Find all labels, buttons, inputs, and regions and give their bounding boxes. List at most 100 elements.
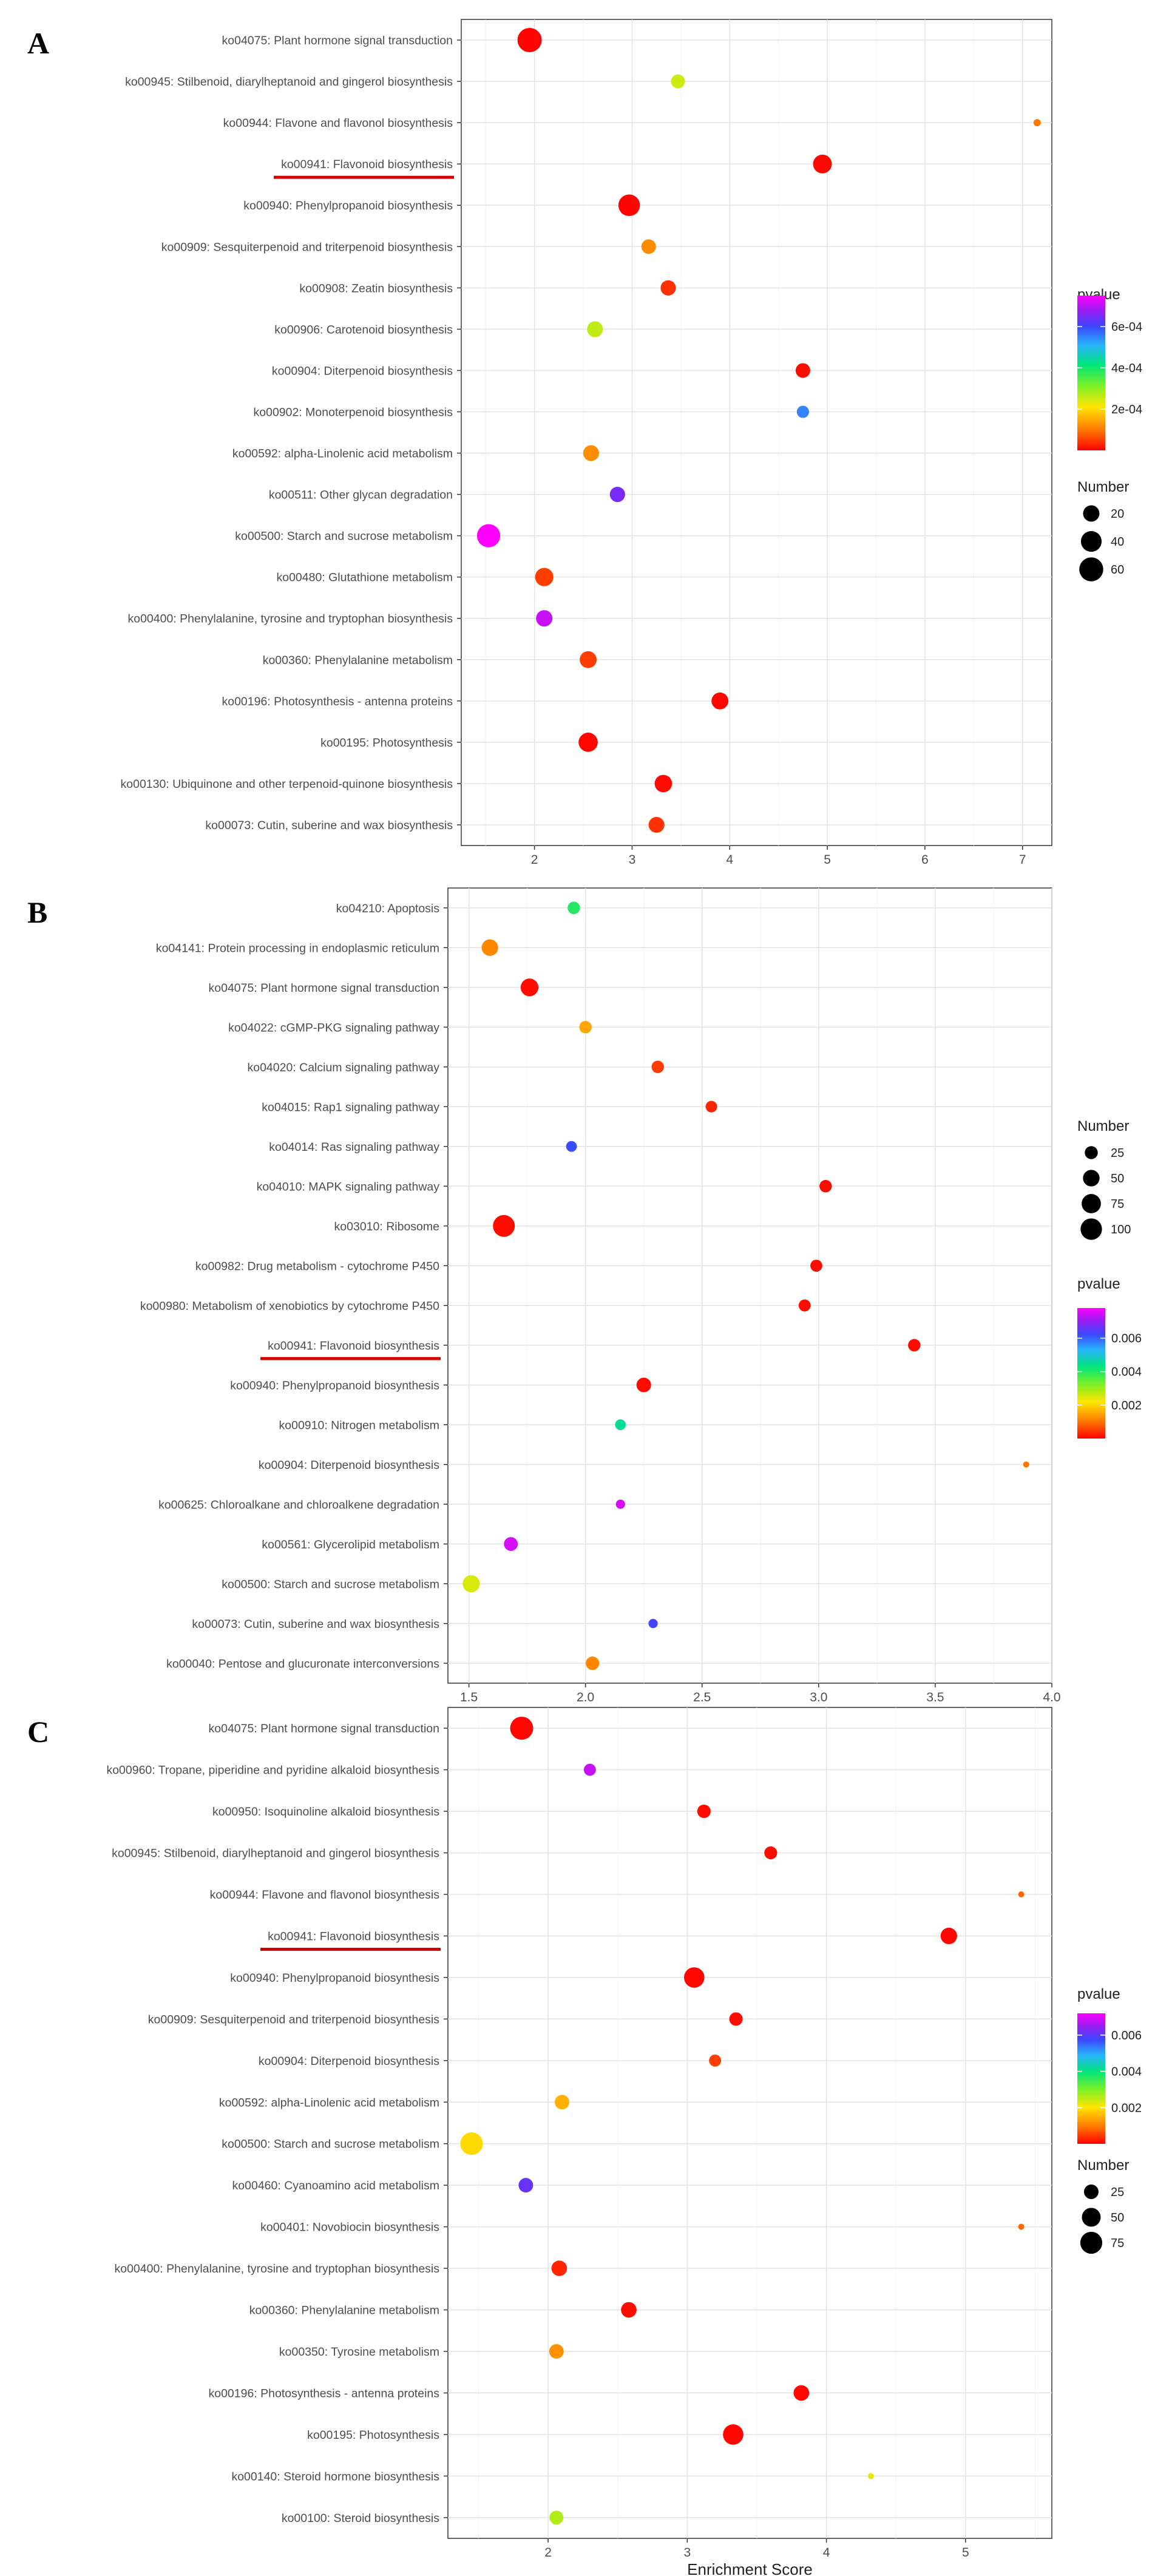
category-label: ko00401: Novobiocin biosynthesis <box>260 2221 439 2234</box>
size-legend-label: 50 <box>1111 2211 1124 2225</box>
data-point <box>940 1927 957 1945</box>
x-tick-label: 3.0 <box>810 1690 827 1704</box>
panel-b: B 1.5 2.0 2.5 3.0 3.5 4.0 ko04210: Apoptosis ko0… <box>27 887 1142 1704</box>
category-label: ko00910: Nitrogen metabolism <box>279 1418 439 1432</box>
category-label: ko04014: Ras signaling pathway <box>269 1141 439 1154</box>
data-point <box>536 610 553 627</box>
x-tick-label: 3 <box>683 2546 691 2560</box>
category-label: ko00100: Steroid biosynthesis <box>282 2512 439 2525</box>
x-tick-label: 2 <box>531 853 538 867</box>
category-label: ko00941: Flavonoid biosynthesis <box>281 158 453 171</box>
panel-letter: A <box>27 26 49 60</box>
size-legend-dot <box>1080 2231 1103 2254</box>
data-point <box>810 1259 822 1272</box>
size-legend-dot <box>1080 530 1102 552</box>
data-point <box>793 2385 810 2401</box>
panel-letter: B <box>27 895 47 929</box>
category-label: ko00944: Flavone and flavonol biosynthes… <box>210 1888 440 1902</box>
category-label: ko00196: Photosynthesis - antenna protei… <box>208 2387 439 2400</box>
category-label: ko00360: Phenylalanine metabolism <box>249 2304 439 2317</box>
data-point <box>609 487 625 503</box>
data-point <box>819 1180 832 1193</box>
data-point <box>615 1499 625 1509</box>
size-legend-dot <box>1085 1146 1098 1159</box>
panel-letter: C <box>27 1715 49 1749</box>
category-label: ko00982: Drug metabolism - cytochrome P4… <box>195 1259 439 1273</box>
category-label: ko00980: Metabolism of xenobiotics by cy… <box>140 1300 439 1313</box>
pvalue-legend-title: pvalue <box>1077 1986 1120 2002</box>
data-point <box>723 2424 744 2445</box>
pvalue-colorbar <box>1077 296 1105 450</box>
data-point <box>697 1805 711 1818</box>
data-point <box>1023 1461 1029 1468</box>
data-point <box>908 1339 921 1352</box>
data-point <box>651 1060 664 1073</box>
x-tick-label: 2.5 <box>693 1690 711 1704</box>
colorbar-tick-label: 0.002 <box>1111 2101 1142 2115</box>
size-legend-label: 25 <box>1111 1147 1124 1160</box>
size-legend-dot <box>1082 2208 1101 2227</box>
size-legend-label: 100 <box>1111 1223 1131 1236</box>
x-tick-label: 2.0 <box>577 1690 594 1704</box>
category-label: ko00196: Photosynthesis - antenna protei… <box>222 695 453 708</box>
data-point <box>660 280 676 296</box>
data-point <box>518 2178 533 2193</box>
category-label: ko00561: Glycerolipid metabolism <box>262 1538 439 1551</box>
category-label: ko00909: Sesquiterpenoid and triterpenoi… <box>148 2013 439 2026</box>
number-legend-title: Number <box>1077 479 1129 495</box>
data-point <box>795 363 810 378</box>
size-legend-label: 40 <box>1111 535 1124 549</box>
category-label: ko04141: Protein processing in endoplasm… <box>156 941 439 955</box>
data-point <box>583 1763 596 1776</box>
size-legend-label: 75 <box>1111 2237 1124 2250</box>
category-label: ko04075: Plant hormone signal transducti… <box>222 34 453 47</box>
category-label: ko00592: alpha-Linolenic acid metabolism <box>219 2096 439 2109</box>
category-label: ko00908: Zeatin biosynthesis <box>299 282 453 295</box>
data-point <box>615 1419 626 1431</box>
data-point <box>641 239 656 254</box>
category-label: ko00400: Phenylalanine, tyrosine and try… <box>114 2262 439 2276</box>
category-label: ko00960: Tropane, piperidine and pyridin… <box>106 1764 439 1777</box>
data-point <box>1018 2223 1025 2230</box>
colorbar-tick-label: 0.006 <box>1111 2029 1142 2042</box>
category-label: ko00480: Glutathione metabolism <box>276 571 453 585</box>
data-point <box>481 939 498 956</box>
number-legend: Number 25 50 75 <box>1077 2157 1129 2254</box>
size-legend-dot <box>1083 505 1100 522</box>
data-point <box>554 2095 569 2110</box>
data-point <box>671 74 685 89</box>
data-point <box>587 321 603 337</box>
x-tick-label: 2 <box>544 2546 552 2560</box>
data-point <box>621 2302 637 2318</box>
size-legend-dot <box>1080 1218 1102 1240</box>
category-label: ko03010: Ribosome <box>334 1220 439 1233</box>
colorbar-tick-label: 0.004 <box>1111 2066 1142 2079</box>
data-point <box>567 901 580 914</box>
category-label: ko00940: Phenylpropanoid biosynthesis <box>230 1971 439 1985</box>
pvalue-legend: pvalue 0.002 0.004 0.006 <box>1077 1276 1142 1439</box>
data-point <box>578 733 598 752</box>
colorbar-tick-label: 4e-04 <box>1111 362 1142 375</box>
category-label: ko00400: Phenylalanine, tyrosine and try… <box>127 612 453 626</box>
data-point <box>683 1967 705 1988</box>
x-axis-title: Enrichment Score <box>687 2560 813 2576</box>
size-legend-label: 25 <box>1111 2186 1124 2199</box>
data-point <box>586 1656 600 1670</box>
pvalue-colorbar <box>1077 1308 1105 1439</box>
category-label: ko00904: Diterpenoid biosynthesis <box>272 364 453 378</box>
category-label: ko00500: Starch and sucrose metabolism <box>235 530 453 543</box>
category-label: ko00195: Photosynthesis <box>307 2429 439 2442</box>
data-point <box>709 2054 722 2067</box>
category-label: ko00140: Steroid hormone biosynthesis <box>231 2470 439 2483</box>
x-tick-label: 7 <box>1019 853 1026 867</box>
colorbar-tick-label: 2e-04 <box>1111 403 1142 416</box>
size-legend-dot <box>1082 1194 1101 1213</box>
category-label: ko00073: Cutin, suberine and wax biosynt… <box>192 1618 439 1631</box>
data-point <box>867 2473 874 2479</box>
category-label: ko00945: Stilbenoid, diarylheptanoid and… <box>112 1847 439 1860</box>
category-label: ko00906: Carotenoid biosynthesis <box>274 323 453 336</box>
x-tick-label: 5 <box>962 2546 969 2560</box>
data-point <box>535 568 554 586</box>
x-tick-label: 5 <box>824 853 831 867</box>
